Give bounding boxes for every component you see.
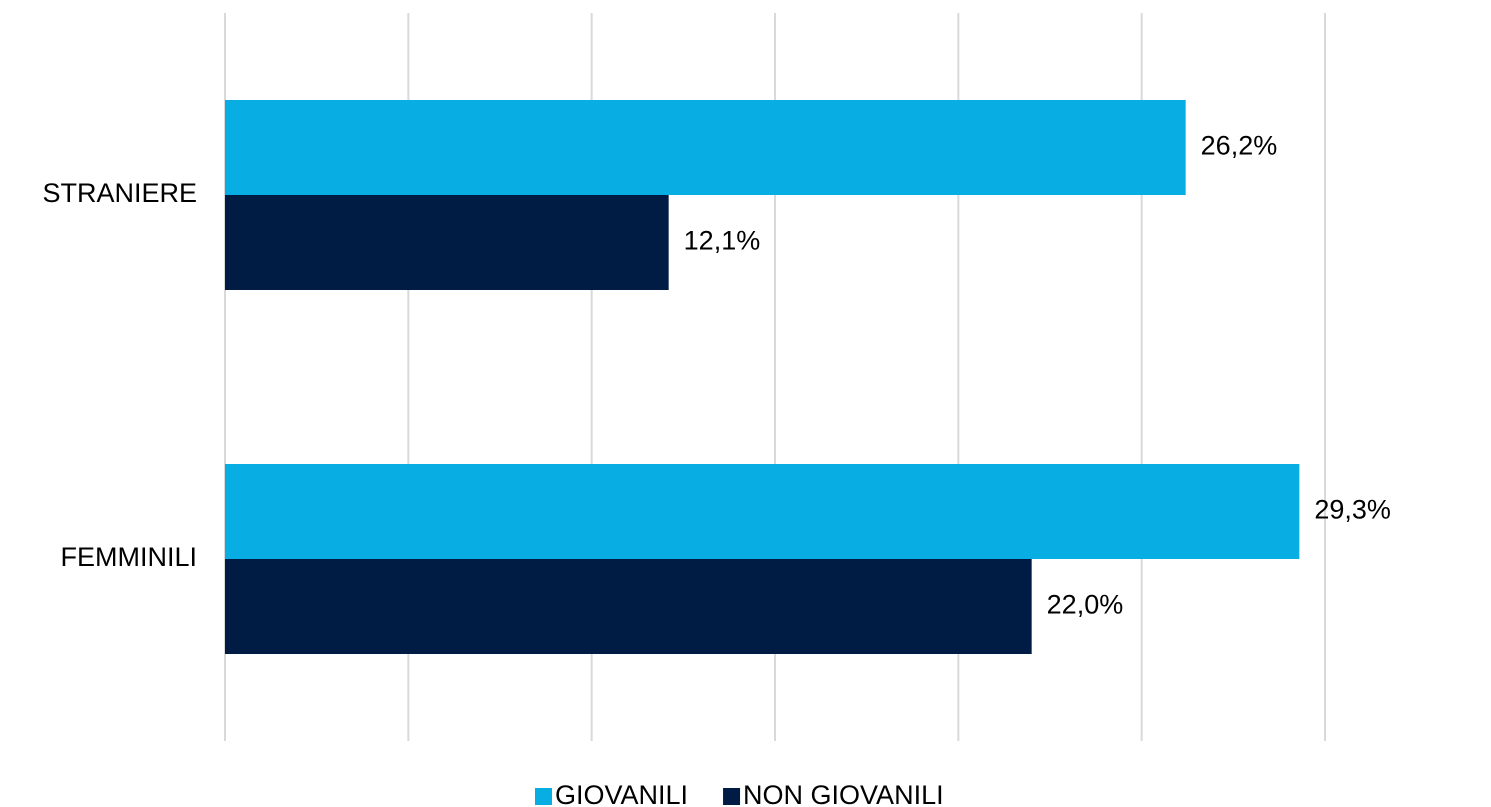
legend-swatch [535, 788, 552, 805]
legend-swatch [723, 788, 741, 805]
data-label: 26,2% [1201, 131, 1278, 161]
legend-label: GIOVANILI [555, 780, 688, 807]
bar [225, 195, 669, 290]
y-tick-label: STRANIERE [42, 178, 197, 208]
bar [225, 559, 1032, 654]
data-label: 12,1% [684, 226, 761, 256]
legend-label: NON GIOVANILI [743, 780, 944, 807]
data-label: 29,3% [1314, 495, 1391, 525]
bar [225, 464, 1300, 559]
data-label: 22,0% [1047, 590, 1124, 620]
bar [225, 100, 1186, 195]
y-tick-label: FEMMINILI [60, 542, 197, 572]
